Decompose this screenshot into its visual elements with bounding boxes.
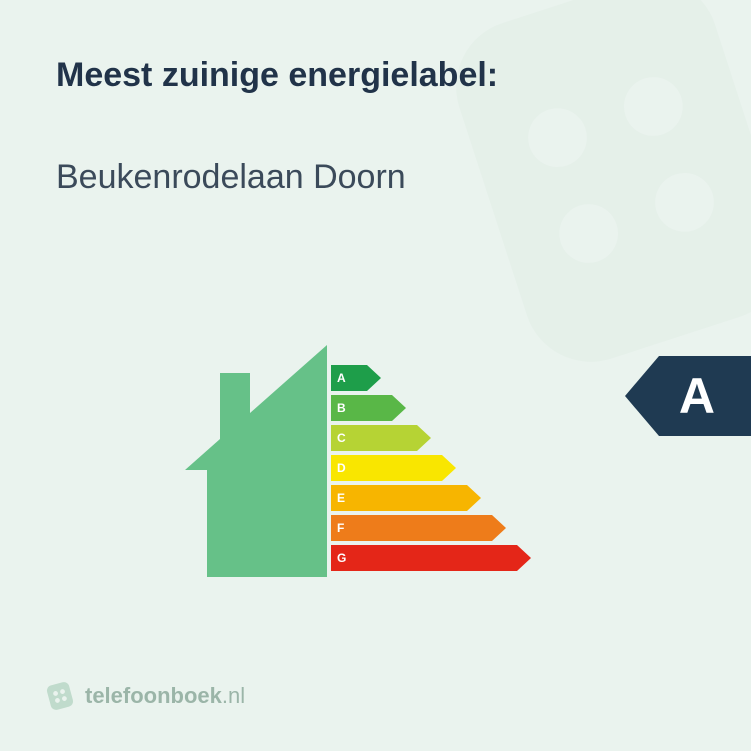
- footer-text: telefoonboek.nl: [85, 683, 245, 709]
- energy-chart: ABCDEFG: [185, 345, 585, 605]
- house-icon: [185, 345, 327, 585]
- page-title: Meest zuinige energielabel:: [56, 56, 498, 95]
- rating-badge: A: [625, 356, 751, 436]
- brand-tld: .nl: [222, 683, 245, 708]
- energy-bar-label: E: [337, 485, 345, 511]
- energy-bar-label: A: [337, 365, 346, 391]
- energy-bar-label: F: [337, 515, 344, 541]
- energy-bar-label: B: [337, 395, 346, 421]
- badge-arrow: [625, 356, 659, 436]
- energy-bar-label: D: [337, 455, 346, 481]
- phone-book-icon: [42, 678, 79, 715]
- energy-label-card: Meest zuinige energielabel: Beukenrodela…: [0, 0, 751, 751]
- energy-bar-label: G: [337, 545, 346, 571]
- badge-letter: A: [659, 356, 751, 436]
- footer-brand: telefoonboek.nl: [45, 681, 245, 711]
- energy-bar-label: C: [337, 425, 346, 451]
- brand-name: telefoonboek: [85, 683, 222, 708]
- location-name: Beukenrodelaan Doorn: [56, 158, 406, 197]
